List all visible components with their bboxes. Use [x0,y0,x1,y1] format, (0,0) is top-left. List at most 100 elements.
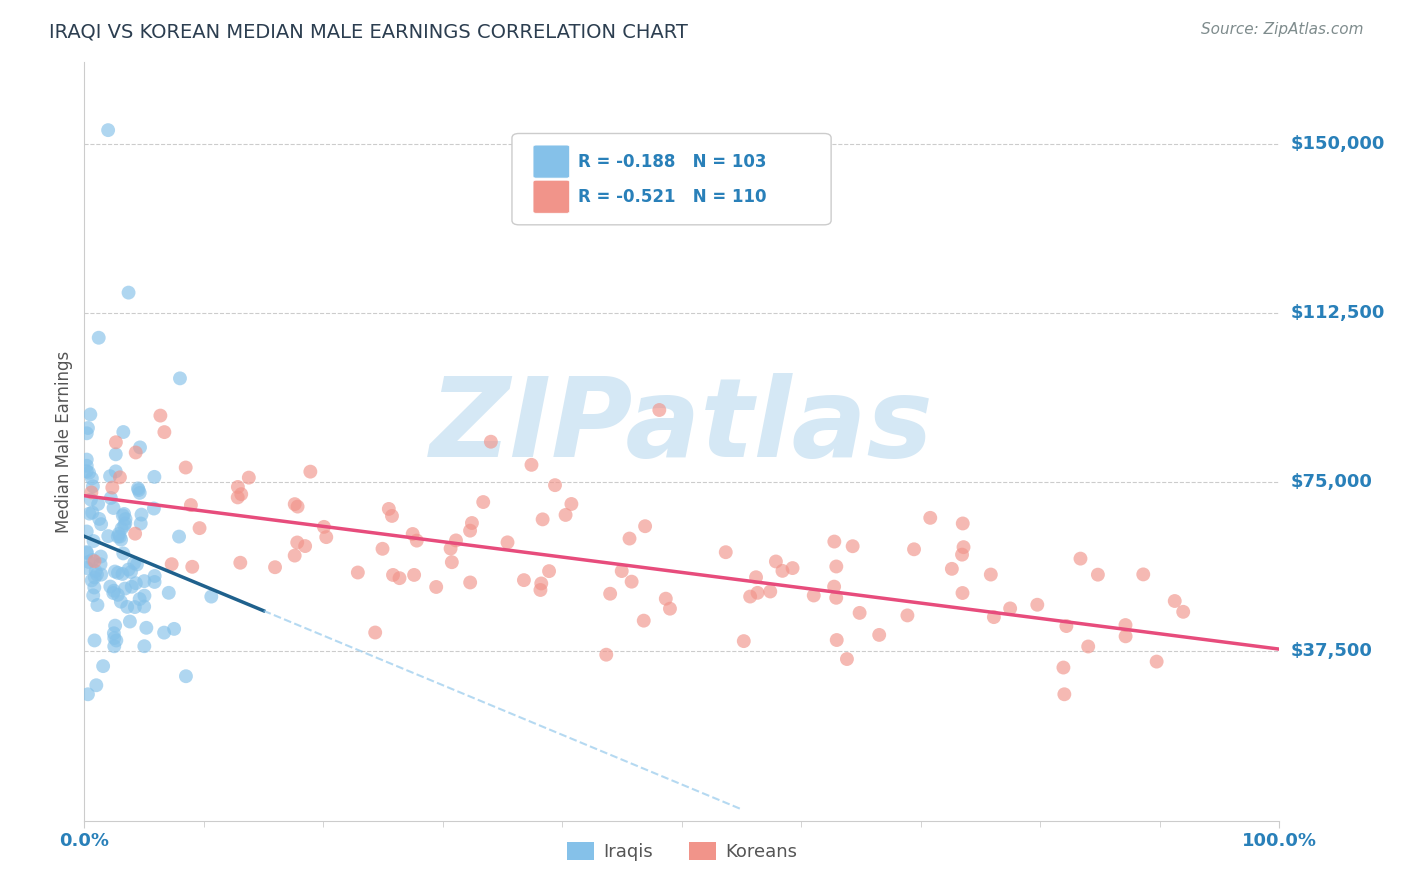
Point [620,574,643,589]
Point [80,471,103,485]
Point [103,626,125,640]
Point [530,576,553,591]
Point [782,561,804,575]
Point [114,512,136,526]
Point [124,600,146,615]
Point [371,541,394,556]
Point [83,534,105,549]
Point [531,512,554,526]
Point [76,546,98,560]
Point [952,586,974,600]
Point [1114,618,1136,632]
Point [104,618,127,632]
Point [76,458,98,473]
Point [82,506,104,520]
Point [759,584,782,599]
Point [142,501,165,516]
Point [160,557,183,571]
Point [983,610,1005,624]
Point [1069,551,1091,566]
Point [496,535,519,549]
Point [560,497,582,511]
Point [998,601,1021,615]
Point [1164,594,1187,608]
Point [110,595,132,609]
Point [107,527,129,541]
Point [143,569,166,583]
Point [125,445,148,459]
Point [825,559,848,574]
Point [80,492,103,507]
Point [84,564,107,578]
Point [648,403,671,417]
Point [520,458,543,472]
Point [76,464,98,478]
Point [312,520,335,534]
Point [87,331,110,345]
Point [118,615,141,629]
Point [101,481,124,495]
Point [108,530,131,544]
Point [129,516,152,531]
Point [98,580,121,594]
Point [125,558,148,572]
Point [439,541,461,556]
Point [80,485,103,500]
Text: $150,000: $150,000 [1291,135,1385,153]
Point [143,574,166,589]
Point [180,498,202,512]
Point [745,570,768,584]
Point [378,502,401,516]
Point [131,508,153,522]
Point [112,507,135,521]
Point [347,566,370,580]
Point [79,507,101,521]
Point [1052,660,1074,674]
Point [110,533,132,547]
Point [76,561,98,575]
Point [440,555,463,569]
Point [114,516,136,531]
Point [135,621,157,635]
Point [107,588,129,602]
Point [86,567,108,582]
Point [980,567,1002,582]
Point [733,634,755,648]
Point [226,480,249,494]
Point [128,483,150,497]
Point [402,527,425,541]
Point [714,545,737,559]
Point [83,570,105,584]
Point [120,565,142,579]
Point [655,591,678,606]
Point [941,562,963,576]
Point [554,508,576,522]
Text: Source: ZipAtlas.com: Source: ZipAtlas.com [1201,22,1364,37]
Point [83,633,105,648]
Point [284,497,307,511]
Text: $112,500: $112,500 [1291,304,1385,322]
Point [658,601,681,615]
Point [82,479,104,493]
Point [83,581,105,595]
Point [90,517,112,532]
Point [765,554,787,568]
Text: $75,000: $75,000 [1291,473,1372,491]
Point [82,553,104,567]
Point [1026,598,1049,612]
Point [229,556,252,570]
Point [157,586,180,600]
Point [405,533,427,548]
Text: $37,500: $37,500 [1291,642,1372,660]
Point [108,470,131,484]
Point [841,539,863,553]
Point [77,421,100,435]
Point [115,599,138,614]
Point [747,586,769,600]
Point [1132,567,1154,582]
Text: R = -0.188   N = 103: R = -0.188 N = 103 [578,153,766,170]
Point [264,560,287,574]
Point [835,652,858,666]
Point [163,622,186,636]
Point [129,441,152,455]
